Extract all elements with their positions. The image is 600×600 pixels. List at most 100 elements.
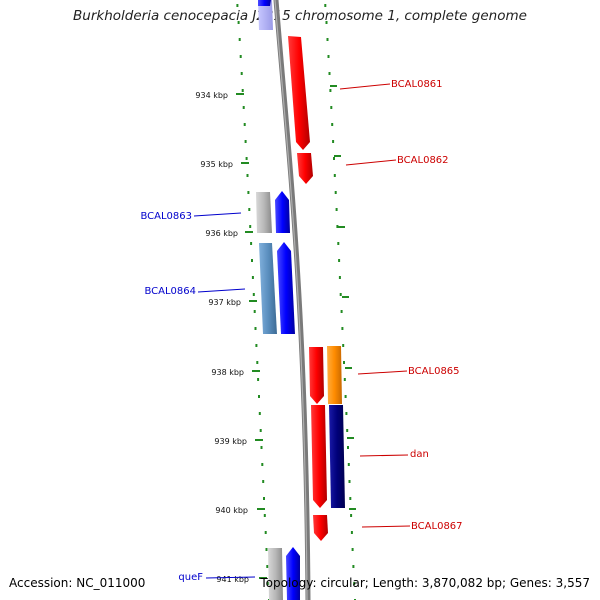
gene-arrow-top-reverse-tip[interactable] bbox=[258, 0, 271, 6]
track-dot bbox=[247, 191, 250, 194]
track-dot bbox=[249, 225, 252, 228]
gene-arrow-bcal0863[interactable] bbox=[275, 191, 290, 233]
leader-bcal0863 bbox=[193, 212, 242, 217]
label-leaders bbox=[193, 83, 411, 579]
tick-label-940: 940 kbp bbox=[215, 506, 248, 515]
backbone-highlight bbox=[274, 0, 308, 600]
track-dot bbox=[338, 259, 341, 262]
genome-stats: Topology: circular; Length: 3,870,082 bp… bbox=[260, 576, 590, 590]
leader-bcal0865 bbox=[357, 370, 408, 375]
track-dot bbox=[350, 531, 353, 534]
track-dot bbox=[328, 72, 331, 75]
leader-bcal0864 bbox=[197, 288, 246, 293]
track-dot bbox=[336, 225, 339, 228]
track-dot bbox=[351, 548, 354, 551]
gene-label-bcal0862[interactable]: BCAL0862 bbox=[397, 155, 449, 166]
track-dot bbox=[244, 140, 247, 143]
track-dot bbox=[339, 293, 342, 296]
track-dot bbox=[340, 310, 343, 313]
track-dot bbox=[343, 361, 345, 364]
tick-label-939: 939 kbp bbox=[214, 437, 247, 446]
steelblue-feature-bcal0864[interactable] bbox=[259, 243, 277, 334]
track-dot bbox=[350, 514, 353, 517]
track-dot bbox=[326, 38, 329, 41]
track-dot bbox=[337, 242, 340, 245]
leader-bcal0867 bbox=[361, 525, 411, 528]
track-dot bbox=[252, 293, 255, 296]
track-dot bbox=[254, 327, 257, 330]
tick-label-936: 936 kbp bbox=[205, 229, 238, 238]
gene-arrow-dan[interactable] bbox=[311, 405, 327, 508]
track-dot bbox=[348, 480, 351, 483]
tick-label-934: 934 kbp bbox=[195, 91, 228, 100]
accession-label: Accession: NC_011000 bbox=[9, 576, 146, 590]
track-dot bbox=[325, 21, 328, 24]
track-dot bbox=[263, 497, 265, 500]
leader-quef bbox=[205, 576, 256, 579]
tick-label-935: 935 kbp bbox=[200, 160, 233, 169]
gene-labels: BCAL0861 BCAL0862 BCAL0865 dan BCAL0867 … bbox=[140, 79, 462, 583]
gene-label-quef[interactable]: queF bbox=[178, 572, 203, 583]
track-dot bbox=[240, 72, 243, 75]
track-dot bbox=[333, 174, 336, 177]
gene-label-bcal0864[interactable]: BCAL0864 bbox=[144, 286, 196, 297]
track-dot bbox=[259, 429, 262, 432]
gene-arrow-quef[interactable] bbox=[286, 547, 300, 600]
track-dot bbox=[242, 106, 245, 109]
gene-label-dan[interactable]: dan bbox=[410, 449, 429, 460]
track-dot bbox=[346, 429, 349, 432]
track-dot bbox=[237, 21, 240, 24]
track-dot bbox=[341, 327, 344, 330]
grey-feature-quef[interactable] bbox=[268, 548, 283, 600]
gene-label-bcal0861[interactable]: BCAL0861 bbox=[391, 79, 443, 90]
gene-label-bcal0863[interactable]: BCAL0863 bbox=[140, 211, 192, 222]
navy-feature-dan[interactable] bbox=[329, 405, 345, 508]
track-dot bbox=[345, 412, 348, 415]
track-dot bbox=[352, 565, 355, 568]
track-dot bbox=[258, 412, 261, 415]
scale-ticks: 934 kbp 935 kbp 936 kbp 937 kbp 938 kbp … bbox=[195, 85, 356, 584]
track-dot bbox=[343, 378, 346, 381]
track-dot bbox=[251, 259, 253, 262]
track-dot bbox=[261, 463, 264, 466]
map-title: Burkholderia cenocepacia J2315 chromosom… bbox=[73, 8, 527, 24]
track-dot bbox=[353, 582, 356, 585]
track-dot bbox=[333, 157, 335, 160]
track-dot bbox=[267, 582, 270, 585]
track-dot bbox=[263, 514, 266, 517]
gene-label-bcal0865[interactable]: BCAL0865 bbox=[408, 366, 460, 377]
tick-label-941: 941 kbp bbox=[216, 575, 249, 584]
forward-strand-features bbox=[288, 36, 345, 541]
gene-arrow-top-reverse[interactable] bbox=[258, 0, 273, 30]
track-dot bbox=[257, 378, 260, 381]
track-dot bbox=[330, 106, 333, 109]
track-dot bbox=[258, 395, 260, 398]
leader-dan bbox=[359, 454, 409, 457]
gene-arrow-bcal0865[interactable] bbox=[309, 347, 324, 404]
track-dot bbox=[324, 4, 327, 7]
track-dot bbox=[347, 446, 349, 449]
track-dot bbox=[255, 344, 258, 347]
track-dot bbox=[253, 310, 256, 313]
gene-label-bcal0867[interactable]: BCAL0867 bbox=[411, 521, 463, 532]
gene-arrow-bcal0861[interactable] bbox=[288, 36, 310, 150]
track-dot bbox=[342, 344, 345, 347]
reverse-strand-features bbox=[256, 0, 300, 600]
track-dot bbox=[335, 208, 338, 211]
track-dot bbox=[262, 480, 265, 483]
grey-feature-bcal0863[interactable] bbox=[256, 192, 272, 233]
track-dot bbox=[256, 361, 259, 364]
orange-feature-bcal0865[interactable] bbox=[327, 346, 342, 404]
tick-label-938: 938 kbp bbox=[211, 368, 244, 377]
gene-arrow-bcal0862[interactable] bbox=[297, 153, 313, 184]
track-dot bbox=[248, 208, 251, 211]
track-dot bbox=[243, 123, 246, 126]
backbone-arc bbox=[273, 0, 311, 600]
gene-arrow-bcal0867[interactable] bbox=[313, 515, 328, 541]
track-dot bbox=[266, 565, 269, 568]
track-dot bbox=[331, 123, 334, 126]
track-dot bbox=[327, 55, 330, 58]
track-dot bbox=[246, 174, 249, 177]
gene-arrow-bcal0864[interactable] bbox=[277, 242, 295, 334]
track-dot bbox=[347, 463, 350, 466]
